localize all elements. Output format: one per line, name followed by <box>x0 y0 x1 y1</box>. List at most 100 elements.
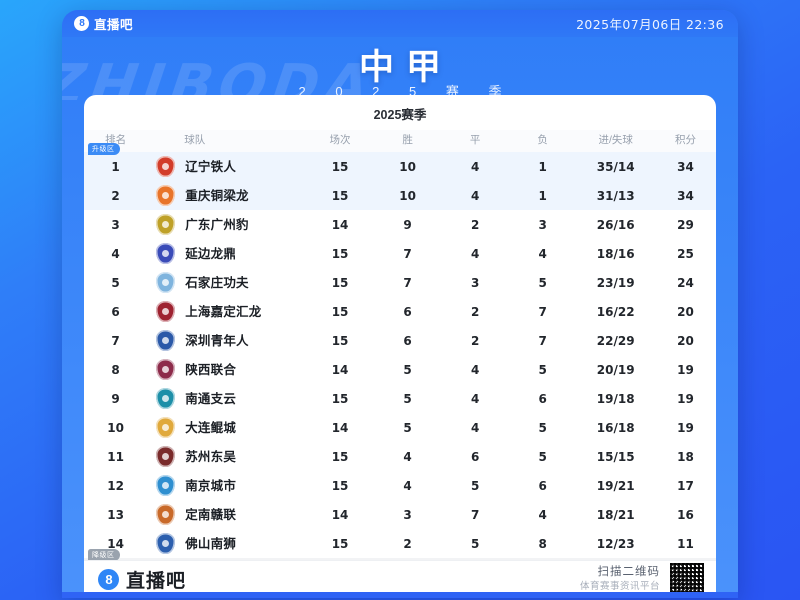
standings-card: 2025赛季 排名 球队 场次 胜 平 负 进/失球 积分 升级区 1 辽宁 <box>84 95 716 560</box>
table-row[interactable]: 升级区 1 辽宁铁人 15 10 4 1 35/14 34 <box>84 143 716 182</box>
cell-win: 5 <box>403 362 412 377</box>
cell-team: 定南赣联 <box>185 506 237 522</box>
cell-rank: 6 <box>111 304 120 319</box>
cell-played: 15 <box>331 159 349 174</box>
cell-win: 10 <box>399 159 416 174</box>
cell-rank: 5 <box>111 275 120 290</box>
card-title: 2025赛季 <box>373 108 427 122</box>
table-row[interactable]: 8 陕西联合 14 5 4 5 20/19 19 <box>84 355 716 385</box>
footer-bar: 8 直播吧 扫描二维码 体育赛事资讯平台 <box>84 560 716 598</box>
table-row[interactable]: 14 佛山南狮 15 2 5 8 12/23 11 <box>84 529 716 559</box>
cell-team: 深圳青年人 <box>185 332 249 348</box>
table-row[interactable]: 9 南通支云 15 5 4 6 19/18 19 <box>84 384 716 414</box>
qr-code-icon[interactable] <box>670 562 704 597</box>
cell-goals: 31/13 <box>596 188 635 203</box>
cell-team: 南通支云 <box>185 390 237 406</box>
cell-team: 广东广州豹 <box>185 216 249 232</box>
cell-logo <box>147 297 184 326</box>
team-crest-icon <box>156 388 176 410</box>
cell-rank: 升级区 1 <box>84 143 147 181</box>
cell-loss: 8 <box>538 536 547 551</box>
cell-points: 19 <box>677 362 694 377</box>
cell-draw: 4 <box>470 159 480 174</box>
cell-goals: 16/18 <box>596 420 635 435</box>
cell-draw: 2 <box>470 333 480 348</box>
cell-rank: 3 <box>111 217 120 232</box>
cell-win: 4 <box>403 449 412 464</box>
table-row[interactable]: 13 定南赣联 14 3 7 4 18/21 16 <box>84 500 716 530</box>
cell-rank: 降级区15 <box>84 549 147 560</box>
cell-goals: 22/29 <box>596 333 635 348</box>
cell-goals: 23/19 <box>596 275 635 290</box>
scan-title: 扫描二维码 <box>597 566 660 579</box>
datetime-label: 2025年07月06日 22:36 <box>576 17 724 32</box>
status-bar: 8 直播吧 2025年07月06日 22:36 <box>62 10 738 37</box>
table-row[interactable]: 5 石家庄功夫 15 7 3 5 23/19 24 <box>84 268 716 298</box>
header-goals: 进/失球 <box>576 130 655 153</box>
header-points: 积分 <box>654 130 716 153</box>
cell-draw: 5 <box>470 478 480 493</box>
cell-loss: 4 <box>538 507 547 522</box>
team-crest-icon <box>156 475 176 497</box>
cell-draw: 2 <box>470 217 480 232</box>
cell-played: 15 <box>331 536 349 551</box>
cell-draw: 2 <box>470 304 480 319</box>
cell-played: 15 <box>331 275 349 290</box>
team-crest-icon <box>156 446 176 468</box>
table-row[interactable]: 10 大连鲲城 14 5 4 5 16/18 19 <box>84 413 716 443</box>
table-row[interactable]: 6 上海嘉定汇龙 15 6 2 7 16/22 20 <box>84 297 716 327</box>
cell-team: 重庆铜梁龙 <box>185 187 249 203</box>
footer-brand-name: 直播吧 <box>126 571 187 592</box>
header-win: 胜 <box>373 130 442 153</box>
cell-win: 10 <box>399 188 416 203</box>
cell-win: 5 <box>403 391 412 406</box>
cell-logo <box>147 471 184 500</box>
cell-points: 19 <box>677 391 694 406</box>
header-team: 球队 <box>184 130 307 153</box>
table-row[interactable]: 12 南京城市 15 4 5 6 19/21 17 <box>84 471 716 501</box>
cell-loss: 1 <box>538 188 547 203</box>
table-row[interactable]: 7 深圳青年人 15 6 2 7 22/29 20 <box>84 326 716 356</box>
table-row[interactable]: 降级区15青岛红狮151687/179 <box>84 549 716 560</box>
cell-rank: 11 <box>107 449 124 464</box>
cell-loss: 4 <box>538 246 547 261</box>
table-header: 排名 球队 场次 胜 平 负 进/失球 积分 <box>84 130 716 153</box>
table-row[interactable]: 4 延边龙鼎 15 7 4 4 18/16 25 <box>84 239 716 269</box>
cell-played: 15 <box>331 478 349 493</box>
cell-win: 5 <box>403 420 412 435</box>
table-row[interactable]: 2 重庆铜梁龙 15 10 4 1 31/13 34 <box>84 181 716 211</box>
table-row[interactable]: 11 苏州东吴 15 4 6 5 15/15 18 <box>84 442 716 472</box>
cell-win: 6 <box>403 304 412 319</box>
bottom-accent-bar <box>62 592 738 598</box>
table-body: 升级区 1 辽宁铁人 15 10 4 1 35/14 34 2 重庆铜梁龙 15 10 4 1 31/13 34… <box>84 143 716 560</box>
cell-played: 15 <box>331 246 349 261</box>
footer-brand[interactable]: 8 直播吧 <box>98 566 186 593</box>
cell-rank: 13 <box>107 507 124 522</box>
cell-logo <box>147 413 184 442</box>
table-row[interactable]: 3 广东广州豹 14 9 2 3 26/16 29 <box>84 210 716 240</box>
cell-played: 14 <box>331 420 349 435</box>
cell-draw: 3 <box>470 275 480 290</box>
brand-mark-icon: 8 <box>74 16 89 31</box>
brand-logo[interactable]: 8 直播吧 <box>74 14 133 33</box>
cell-loss: 6 <box>538 391 547 406</box>
cell-logo <box>147 268 184 297</box>
team-crest-icon <box>156 243 176 265</box>
cell-points: 34 <box>677 159 694 174</box>
cell-logo <box>147 529 184 558</box>
cell-draw: 4 <box>470 420 480 435</box>
cell-team: 大连鲲城 <box>185 419 237 435</box>
cell-logo <box>147 326 184 355</box>
team-crest-icon <box>156 330 176 352</box>
cell-logo <box>147 152 184 181</box>
cell-loss: 1 <box>538 159 547 174</box>
team-crest-icon <box>156 185 176 207</box>
cell-points: 11 <box>677 536 694 551</box>
cell-rank: 4 <box>111 246 120 261</box>
cell-goals: 12/23 <box>596 536 635 551</box>
cell-played: 15 <box>331 333 349 348</box>
cell-draw: 4 <box>470 391 480 406</box>
cell-played: 15 <box>331 449 349 464</box>
cell-points: 20 <box>677 304 694 319</box>
cell-draw: 4 <box>470 362 480 377</box>
